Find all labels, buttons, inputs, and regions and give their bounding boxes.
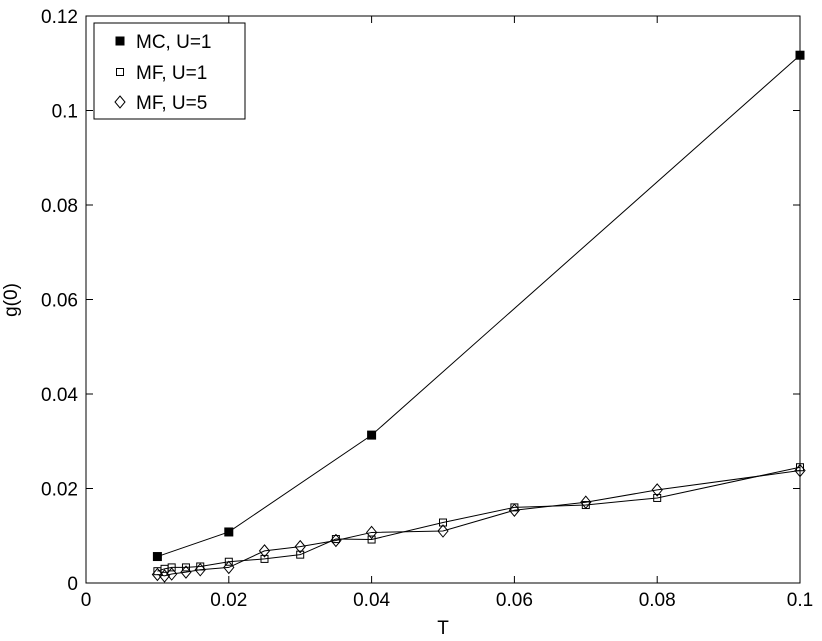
legend-marker bbox=[116, 68, 124, 76]
data-point bbox=[330, 533, 342, 548]
data-point bbox=[180, 565, 192, 579]
series-1 bbox=[153, 463, 804, 576]
data-point bbox=[580, 495, 592, 509]
legend-label: MF, U=1 bbox=[136, 63, 207, 84]
data-point bbox=[152, 552, 162, 562]
data-point bbox=[181, 563, 190, 572]
x-tick-label: 0.02 bbox=[210, 590, 247, 611]
series-line bbox=[157, 466, 801, 572]
data-point bbox=[223, 560, 235, 575]
legend-label: MC, U=1 bbox=[136, 32, 212, 53]
legend-marker bbox=[114, 95, 126, 109]
x-tick-label: 0.06 bbox=[496, 590, 533, 611]
data-point bbox=[224, 527, 234, 537]
series-0 bbox=[152, 50, 805, 562]
data-point bbox=[224, 557, 233, 566]
data-point bbox=[795, 50, 805, 60]
data-point bbox=[365, 525, 378, 540]
data-point bbox=[439, 518, 447, 527]
y-tick-label: 0.04 bbox=[41, 385, 78, 406]
data-point bbox=[166, 567, 178, 581]
x-tick-label: 0.1 bbox=[787, 590, 813, 611]
data-point bbox=[167, 563, 176, 572]
data-point bbox=[151, 567, 164, 582]
legend-label: MF, U=5 bbox=[136, 93, 207, 114]
data-point bbox=[437, 524, 449, 538]
data-point bbox=[367, 430, 377, 440]
y-tick-label: 0.08 bbox=[41, 196, 78, 217]
series-2 bbox=[151, 463, 806, 583]
x-axis-label: T bbox=[437, 618, 449, 639]
x-tick-label: 0 bbox=[81, 590, 92, 611]
data-point bbox=[194, 562, 206, 577]
data-point bbox=[653, 493, 662, 502]
data-point bbox=[158, 569, 171, 583]
legend-marker bbox=[115, 36, 125, 46]
data-point bbox=[367, 535, 376, 544]
data-point bbox=[260, 554, 269, 563]
series-line bbox=[157, 54, 801, 558]
y-tick-label: 0.02 bbox=[41, 480, 78, 501]
data-point bbox=[651, 483, 663, 497]
legend: MC, U=1 MF, U=1 MF, U=5 bbox=[93, 22, 246, 120]
y-tick-label: 0 bbox=[67, 574, 78, 595]
data-point bbox=[258, 544, 271, 558]
series-layer bbox=[151, 50, 806, 583]
data-point bbox=[794, 463, 806, 478]
data-point bbox=[296, 550, 305, 559]
y-tick-label: 0.12 bbox=[41, 7, 78, 28]
axis-ticks: 0 0.02 0.04 0.06 0.08 0.1 0 0.02 0.04 0.06 0.08 0.1… bbox=[41, 7, 813, 611]
y-tick-label: 0.1 bbox=[52, 102, 78, 123]
x-tick-label: 0.08 bbox=[639, 590, 676, 611]
x-tick-label: 0.04 bbox=[353, 590, 390, 611]
data-point bbox=[294, 539, 306, 554]
y-tick-label: 0.06 bbox=[41, 291, 78, 312]
data-point bbox=[508, 503, 521, 518]
y-axis-label: g(0) bbox=[1, 283, 22, 317]
